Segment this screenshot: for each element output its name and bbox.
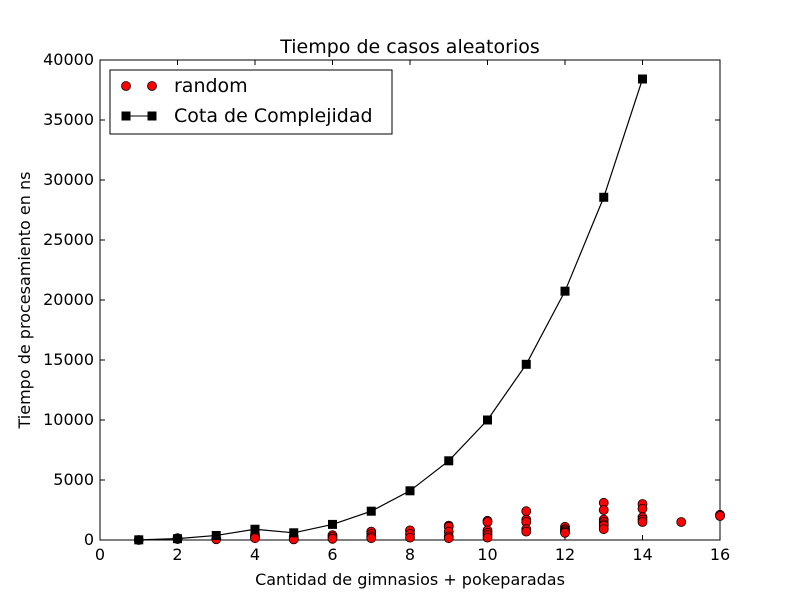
data-point-cota-de-complejidad: [289, 528, 299, 538]
x-tick-label: 16: [710, 545, 730, 564]
data-point-random: [637, 517, 648, 527]
data-point-cota-de-complejidad: [173, 534, 182, 544]
chart-title: Tiempo de casos aleatorios: [279, 36, 540, 58]
legend-label-cota: Cota de Complejidad: [174, 105, 373, 127]
x-tick-label: 10: [477, 545, 497, 564]
y-axis-label: Tiempo de procesamiento en ns: [15, 172, 34, 430]
legend-marker-cota-2: [147, 111, 157, 121]
data-point-random: [676, 517, 687, 527]
x-tick-label: 6: [327, 545, 337, 564]
data-point-cota-de-complejidad: [211, 530, 221, 540]
y-tick-label: 15000: [43, 350, 94, 369]
data-point-cota-de-complejidad: [405, 486, 415, 496]
x-tick-label: 0: [95, 545, 105, 564]
x-axis-label: Cantidad de gimnasios + pokeparadas: [255, 570, 565, 589]
data-point-cota-de-complejidad: [134, 535, 144, 545]
data-point-random: [327, 533, 338, 544]
y-tick-label: 0: [84, 530, 94, 549]
data-point-random: [405, 532, 415, 543]
data-point-cota-de-complejidad: [521, 359, 531, 369]
line-layer: [138, 78, 644, 541]
data-point-random: [521, 526, 532, 537]
y-tick-label: 30000: [43, 170, 94, 189]
data-point-random: [366, 533, 377, 544]
y-tick-label: 35000: [43, 110, 94, 129]
x-tick-label: 4: [250, 545, 260, 564]
data-point-cota-de-complejidad: [444, 456, 454, 466]
data-point-cota-de-complejidad: [599, 192, 609, 202]
data-point-cota-de-complejidad: [250, 524, 260, 534]
data-point-random: [443, 533, 454, 544]
marker-layer: [133, 74, 725, 545]
legend-label-random: random: [174, 75, 248, 97]
y-tick-label: 20000: [43, 290, 94, 309]
data-point-random: [482, 517, 493, 527]
legend-marker-random-2: [147, 81, 157, 91]
data-point-random: [598, 524, 609, 535]
legend: random Cota de Complejidad: [109, 69, 393, 135]
legend-marker-cota-1: [121, 111, 131, 121]
data-point-random: [482, 532, 493, 543]
data-point-random: [637, 503, 648, 514]
x-tick-label: 12: [555, 545, 575, 564]
data-point-random: [560, 527, 570, 538]
data-point-cota-de-complejidad: [483, 415, 492, 425]
plot-area: [99, 59, 721, 541]
data-point-random: [598, 505, 609, 515]
data-point-cota-de-complejidad: [366, 506, 376, 516]
legend-marker-random-1: [121, 81, 131, 91]
legend-box: [109, 69, 393, 135]
y-tick-label: 10000: [43, 410, 94, 429]
x-tick-label: 2: [172, 545, 182, 564]
x-tick-label: 8: [405, 545, 415, 564]
data-point-cota-de-complejidad: [328, 519, 337, 529]
x-tick-label: 14: [632, 545, 652, 564]
y-tick-label: 25000: [43, 230, 94, 249]
axis-ticks: 0 2 4 6 8 10 12 14 16 0 5000 10000 15000 20000 25000 30…: [43, 50, 730, 564]
data-point-random: [521, 506, 532, 517]
data-point-random: [250, 533, 260, 544]
y-tick-label: 40000: [43, 50, 94, 69]
series-line-cota-de-complejidad: [138, 78, 644, 541]
data-point-random: [715, 511, 725, 521]
data-point-cota-de-complejidad: [560, 286, 570, 296]
data-point-cota-de-complejidad: [638, 74, 647, 84]
y-tick-label: 5000: [53, 470, 94, 489]
